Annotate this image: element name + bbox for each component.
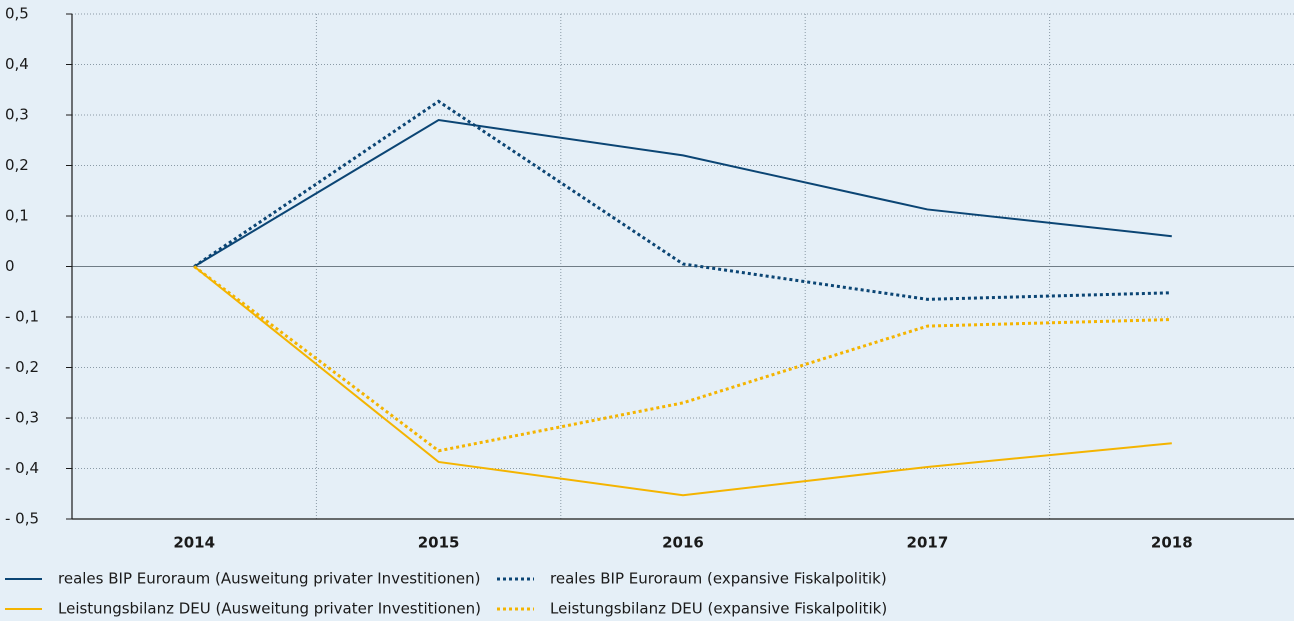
x-tick-label: 2018: [1151, 534, 1193, 552]
x-tick-label: 2016: [662, 534, 704, 552]
y-tick-label: 0,3: [5, 106, 29, 124]
y-tick-label: - 0,2: [5, 358, 39, 376]
series-line: [193, 265, 1172, 497]
x-tick-label: 2017: [907, 534, 949, 552]
series-line: [193, 265, 1172, 453]
y-tick-label: 0,2: [5, 156, 29, 174]
legend-label: Leistungsbilanz DEU (expansive Fiskalpol…: [550, 600, 887, 618]
y-tick-label: 0,1: [5, 207, 29, 225]
y-tick-label: - 0,1: [5, 308, 39, 326]
legend-label: Leistungsbilanz DEU (Ausweitung privater…: [58, 600, 481, 618]
x-tick-label: 2015: [418, 534, 460, 552]
x-tick-label: 2014: [173, 534, 215, 552]
y-tick-label: 0,5: [5, 5, 29, 23]
legend-label: reales BIP Euroraum (Ausweitung privater…: [58, 570, 480, 588]
y-tick-label: - 0,4: [5, 459, 39, 477]
series-line: [193, 119, 1172, 268]
y-tick-label: - 0,3: [5, 409, 39, 427]
series-line: [193, 99, 1172, 301]
y-tick-label: 0: [5, 257, 15, 275]
legend-label: reales BIP Euroraum (expansive Fiskalpol…: [550, 570, 887, 588]
y-tick-label: - 0,5: [5, 510, 39, 528]
y-tick-label: 0,4: [5, 55, 29, 73]
